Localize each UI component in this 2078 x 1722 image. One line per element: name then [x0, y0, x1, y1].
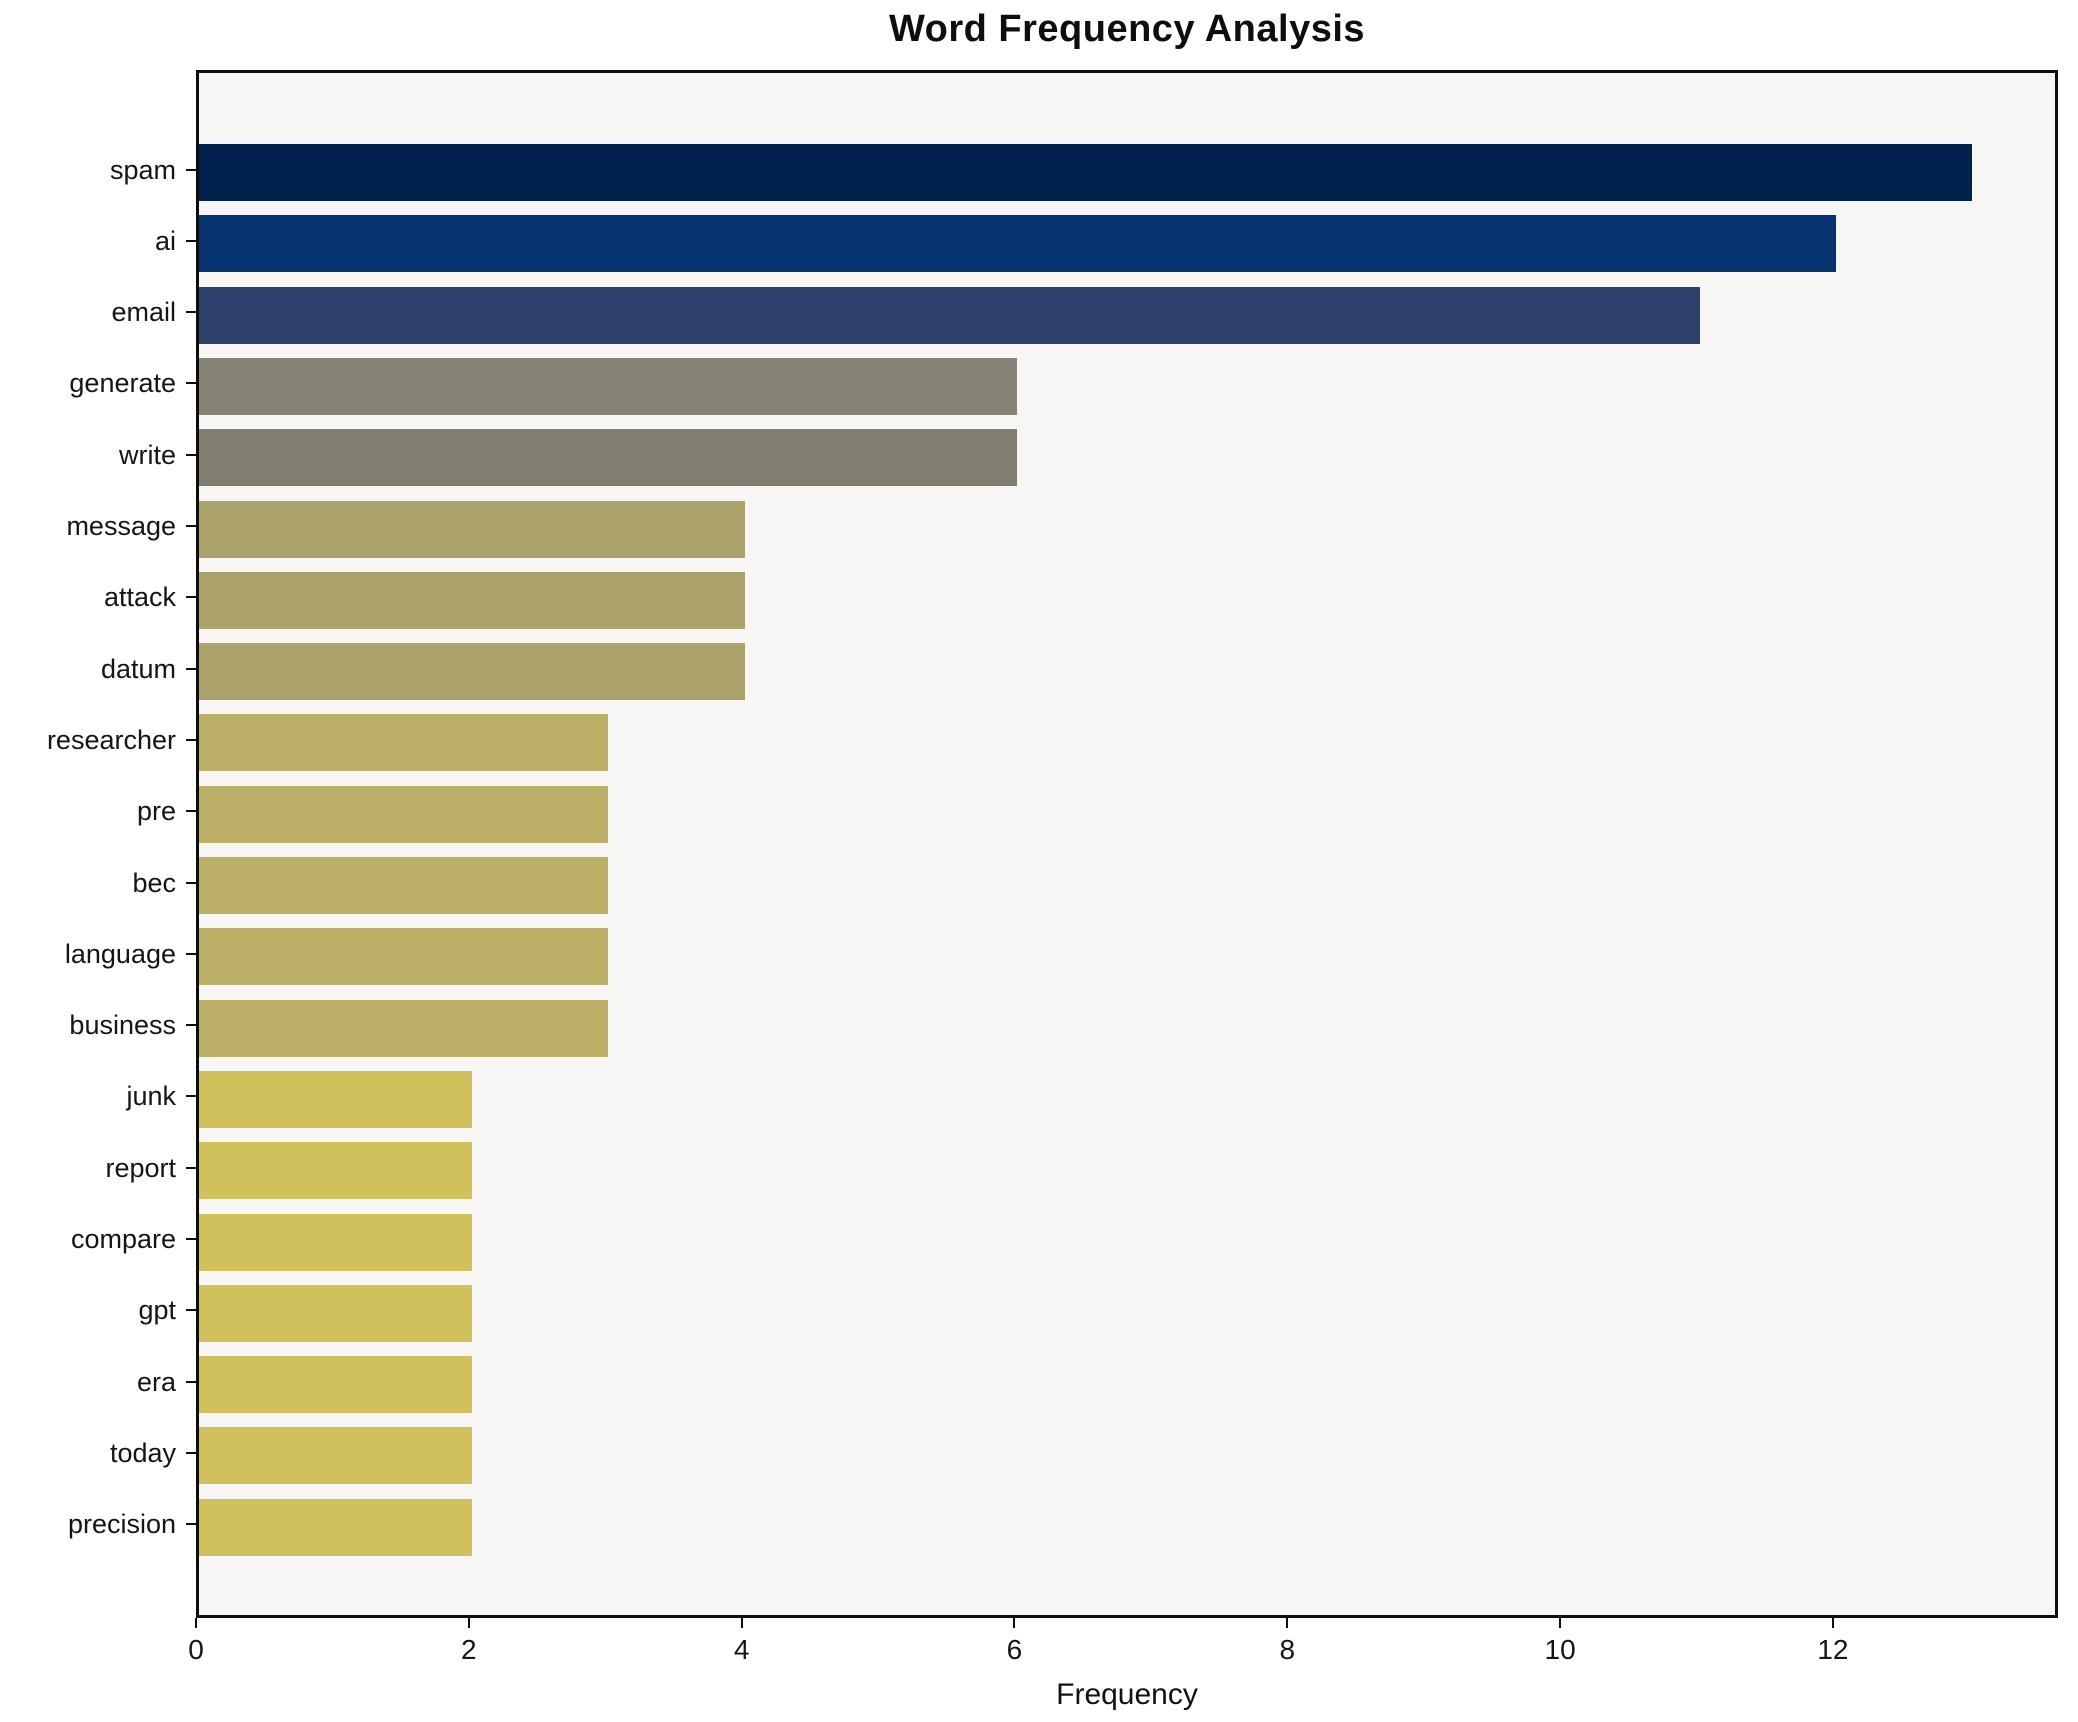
- y-tick-mark: [186, 1095, 196, 1098]
- y-tick-label-email: email: [111, 297, 176, 328]
- y-tick-mark: [186, 881, 196, 884]
- y-tick-mark: [186, 453, 196, 456]
- y-tick-label-attack: attack: [103, 582, 176, 613]
- x-tick-mark: [1013, 1618, 1016, 1628]
- bar-write: [199, 429, 1018, 487]
- y-tick-label-today: today: [109, 1437, 176, 1468]
- y-tick-label-language: language: [64, 938, 176, 969]
- bar-researcher: [199, 714, 609, 772]
- y-tick-label-precision: precision: [67, 1509, 176, 1540]
- bar-message: [199, 500, 745, 558]
- y-tick-mark: [186, 1309, 196, 1312]
- plot-area: [196, 70, 2058, 1618]
- y-tick-mark: [186, 1166, 196, 1169]
- bar-email: [199, 286, 1700, 344]
- y-tick-mark: [186, 382, 196, 385]
- bar-spam: [199, 144, 1973, 201]
- x-tick-mark: [1286, 1618, 1289, 1628]
- y-tick-label-pre: pre: [136, 796, 176, 827]
- bar-compare: [199, 1213, 472, 1271]
- y-tick-label-generate: generate: [69, 368, 176, 399]
- y-tick-mark: [186, 168, 196, 171]
- y-tick-label-message: message: [66, 511, 176, 541]
- y-tick-mark: [186, 1238, 196, 1240]
- x-tick-mark: [195, 1618, 197, 1628]
- y-tick-mark: [186, 596, 196, 599]
- y-tick-label-bec: bec: [132, 867, 176, 898]
- x-tick-mark: [1831, 1618, 1834, 1628]
- x-tick-label-6: 6: [1006, 1634, 1023, 1665]
- x-tick-mark: [740, 1618, 743, 1628]
- y-tick-label-business: business: [69, 1010, 176, 1041]
- x-tick-label-2: 2: [461, 1634, 477, 1665]
- x-tick-label-8: 8: [1279, 1634, 1296, 1665]
- x-tick-label-12: 12: [1817, 1634, 1849, 1665]
- y-tick-mark: [186, 1024, 196, 1027]
- x-tick-mark: [1559, 1618, 1562, 1628]
- bar-pre: [199, 785, 609, 843]
- y-tick-mark: [186, 311, 196, 314]
- x-tick-label-10: 10: [1544, 1634, 1576, 1665]
- x-tick-label-0: 0: [188, 1634, 204, 1665]
- y-tick-label-spam: spam: [109, 154, 176, 185]
- y-tick-label-ai: ai: [154, 225, 176, 256]
- y-tick-mark: [186, 667, 196, 670]
- y-tick-label-datum: datum: [100, 653, 176, 684]
- y-tick-mark: [186, 1523, 196, 1526]
- y-tick-label-report: report: [105, 1152, 176, 1183]
- y-tick-mark: [186, 1380, 196, 1383]
- bar-era: [199, 1356, 472, 1414]
- bar-junk: [199, 1070, 472, 1128]
- bar-business: [199, 999, 609, 1057]
- y-tick-mark: [186, 810, 196, 813]
- bar-attack: [199, 571, 745, 629]
- y-tick-mark: [186, 525, 196, 527]
- bar-report: [199, 1142, 472, 1200]
- bar-gpt: [199, 1284, 472, 1342]
- bar-language: [199, 928, 609, 986]
- y-tick-mark: [186, 239, 196, 242]
- y-tick-label-junk: junk: [126, 1081, 176, 1112]
- x-tick-label-4: 4: [733, 1634, 750, 1665]
- y-tick-mark: [186, 738, 196, 741]
- bar-precision: [199, 1498, 472, 1556]
- bar-datum: [199, 643, 745, 701]
- bar-today: [199, 1427, 472, 1485]
- bar-bec: [199, 857, 609, 914]
- x-tick-mark: [467, 1618, 470, 1628]
- y-tick-mark: [186, 952, 196, 955]
- y-tick-label-write: write: [118, 439, 176, 470]
- y-tick-label-gpt: gpt: [138, 1295, 176, 1326]
- chart-title: Word Frequency Analysis: [888, 8, 1366, 50]
- bar-generate: [199, 357, 1018, 415]
- y-tick-label-era: era: [136, 1366, 176, 1397]
- x-axis-title: Frequency: [1056, 1678, 1198, 1711]
- y-tick-mark: [186, 1451, 196, 1454]
- y-tick-label-compare: compare: [70, 1224, 176, 1254]
- y-tick-label-researcher: researcher: [46, 724, 176, 755]
- bar-ai: [199, 215, 1836, 273]
